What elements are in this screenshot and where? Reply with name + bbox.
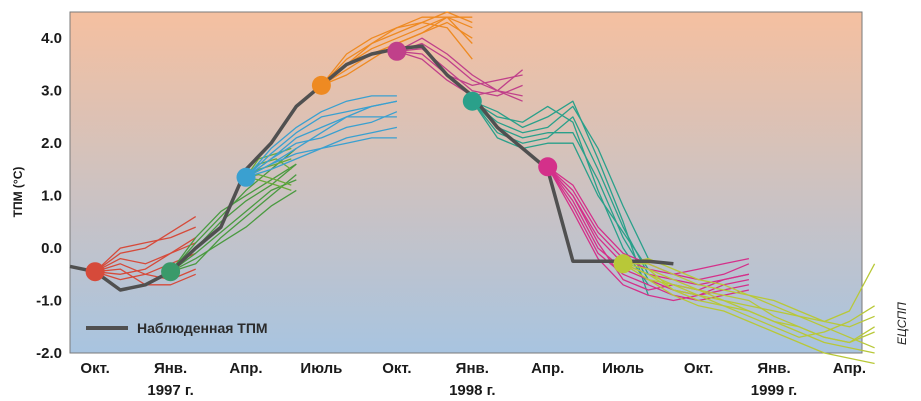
forecast-line-8-6 xyxy=(622,263,875,344)
forecast-line-8-7 xyxy=(622,257,876,323)
forecast-line-6-0 xyxy=(471,100,649,259)
forecast-line-1-5 xyxy=(170,163,297,273)
forecast-line-6-5 xyxy=(471,100,649,270)
x-tick-label: Апр. xyxy=(531,360,564,377)
forecast-start-points xyxy=(85,41,633,282)
year-label: 1999 г. xyxy=(751,382,797,399)
forecast-line-3-5 xyxy=(245,137,397,178)
forecast-line-8-2 xyxy=(622,263,875,365)
x-tick-label: Окт. xyxy=(80,360,109,377)
forecast-line-0-0 xyxy=(94,242,196,273)
legend: Наблюденная ТПМ xyxy=(86,320,268,336)
y-tick-label: 2.0 xyxy=(41,135,62,152)
forecast-line-0-3 xyxy=(94,226,196,273)
legend-label: Наблюденная ТПМ xyxy=(137,320,268,336)
forecast-start-point-3 xyxy=(311,75,331,95)
forecast-line-1-0 xyxy=(170,179,297,273)
forecast-start-point-4 xyxy=(387,41,407,61)
forecast-line-6-4 xyxy=(471,100,649,286)
x-tick-label: Янв. xyxy=(456,360,489,377)
x-tick-label: Июль xyxy=(602,360,644,377)
forecast-line-1-4 xyxy=(170,189,297,273)
forecast-line-0-2 xyxy=(95,237,197,275)
plot-area xyxy=(69,11,863,354)
forecast-line-5-4 xyxy=(396,50,524,97)
credit-label: ЕЦСПП xyxy=(895,302,909,345)
forecast-start-point-2 xyxy=(236,167,256,187)
y-tick-label: 3.0 xyxy=(41,83,62,100)
year-label: 1997 г. xyxy=(147,382,193,399)
forecast-start-point-6 xyxy=(538,157,558,177)
x-axis-ticks: Окт. Янв. Апр. Июль Окт. Янв. Апр. Июль Окт. Янв.… xyxy=(80,360,866,377)
forecast-line-6-1 xyxy=(471,100,649,275)
y-tick-label: 1.0 xyxy=(41,188,62,205)
y-tick-label: 4.0 xyxy=(41,30,62,47)
x-tick-label: Окт. xyxy=(684,360,713,377)
x-tick-label: Янв. xyxy=(154,360,187,377)
forecast-start-point-0 xyxy=(85,262,105,282)
forecast-line-8-4 xyxy=(622,263,875,349)
forecast-line-1-2 xyxy=(170,174,297,273)
x-tick-label: Апр. xyxy=(833,360,866,377)
y-axis-label: ТПМ (°C) xyxy=(11,167,25,218)
forecast-line-5-3 xyxy=(396,37,523,102)
forecast-start-point-1 xyxy=(161,262,181,282)
x-tick-label: Июль xyxy=(300,360,342,377)
forecast-start-point-7 xyxy=(613,254,633,274)
forecast-line-3-6 xyxy=(245,116,397,178)
x-tick-label: Апр. xyxy=(229,360,262,377)
year-labels: 1997 г. 1998 г. 1999 г. xyxy=(147,382,797,399)
y-tick-label: -1.0 xyxy=(36,293,62,310)
forecast-start-point-5 xyxy=(462,91,482,111)
forecast-ensembles xyxy=(94,11,876,365)
y-tick-label: -2.0 xyxy=(36,345,62,362)
forecast-line-4-4 xyxy=(320,21,473,86)
y-axis-ticks: 4.0 3.0 2.0 1.0 0.0 -1.0 -2.0 xyxy=(36,30,62,362)
x-tick-label: Окт. xyxy=(382,360,411,377)
forecast-line-3-4 xyxy=(245,95,397,178)
y-tick-label: 0.0 xyxy=(41,240,62,257)
forecast-line-6-2 xyxy=(472,100,649,296)
year-label: 1998 г. xyxy=(449,382,495,399)
x-tick-label: Янв. xyxy=(757,360,790,377)
forecast-line-3-2 xyxy=(245,100,398,178)
forecast-line-5-2 xyxy=(396,50,523,87)
forecast-line-4-1 xyxy=(320,11,473,86)
forecast-line-0-5 xyxy=(94,216,197,273)
